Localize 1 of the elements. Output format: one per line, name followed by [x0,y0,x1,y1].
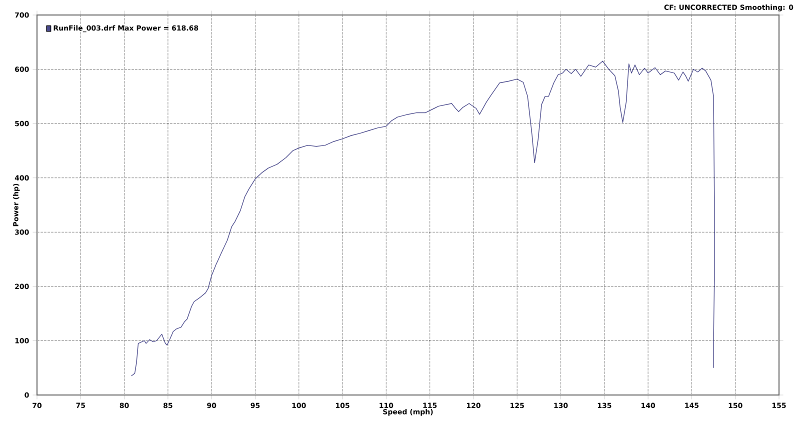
line-series [130,60,715,376]
